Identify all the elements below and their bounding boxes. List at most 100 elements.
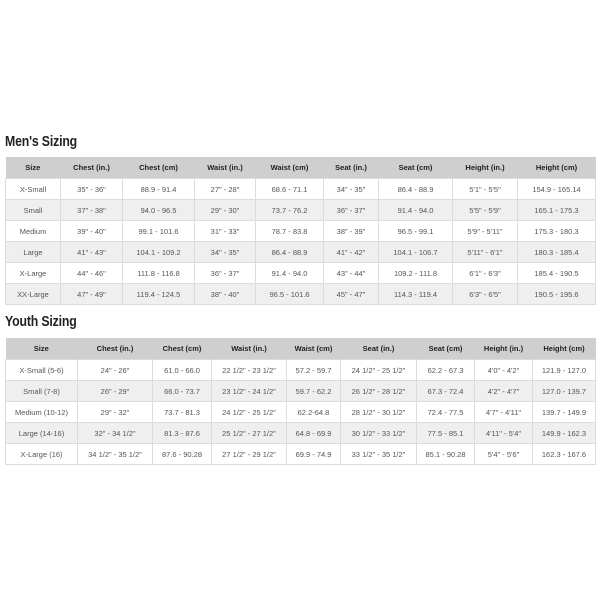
table-cell: 66.0 - 73.7	[152, 380, 212, 402]
column-header: Height (cm)	[517, 157, 596, 179]
table-row: Large (14-16) 32" - 34 1/2" 81.3 - 87.6 25 …	[5, 422, 596, 444]
table-cell: 73.7 - 76.2	[255, 199, 324, 221]
column-header: Waist (cm)	[255, 157, 324, 179]
table-row: Large 41" - 43" 104.1 - 109.2 34" - 35" 86.4…	[5, 241, 596, 263]
table-cell: 121.9 - 127.0	[532, 359, 596, 381]
table-row: Medium (10-12) 29" - 32" 73.7 - 81.3 24 1/2…	[5, 401, 596, 423]
table-cell: 104.1 - 109.2	[122, 241, 195, 263]
table-cell: 36" - 37"	[194, 262, 256, 284]
table-cell: 4'0" - 4'2"	[474, 359, 533, 381]
table-cell: 88.9 - 91.4	[122, 178, 195, 200]
column-header: Size	[5, 157, 61, 179]
column-header: Height (in.)	[474, 338, 533, 360]
header-row: Size Chest (in.) Chest (cm) Waist (in.) Wais…	[5, 157, 596, 179]
column-header: Chest (cm)	[152, 338, 212, 360]
table-row: X-Large 44" - 46" 111.8 - 116.8 36" - 37" 91…	[5, 262, 596, 284]
table-cell: Small	[5, 199, 61, 221]
table-cell: 86.4 - 88.9	[255, 241, 324, 263]
table-cell: 94.0 - 96.5	[122, 199, 195, 221]
table-cell: X-Small	[5, 178, 61, 200]
table-cell: 37" - 38"	[60, 199, 123, 221]
table-cell: 73.7 - 81.3	[152, 401, 212, 423]
table-cell: 149.9 - 162.3	[532, 422, 596, 444]
table-cell: 72.4 - 77.5	[416, 401, 475, 423]
table-cell: 24 1/2" - 25 1/2"	[211, 401, 287, 423]
table-cell: 44" - 46"	[60, 262, 123, 284]
column-header: Waist (in.)	[194, 157, 256, 179]
table-cell: 111.8 - 116.8	[122, 262, 195, 284]
table-cell: 33 1/2" - 35 1/2"	[340, 443, 417, 465]
table-cell: Medium	[5, 220, 61, 242]
table-cell: 47" - 49"	[60, 283, 123, 305]
table-cell: 24 1/2" - 25 1/2"	[340, 359, 417, 381]
table-cell: 78.7 - 83.8	[255, 220, 324, 242]
table-cell: Large	[5, 241, 61, 263]
table-cell: 96.5 - 99.1	[378, 220, 453, 242]
table-cell: 57.2 - 59.7	[286, 359, 341, 381]
table-cell: 32" - 34 1/2"	[77, 422, 153, 444]
table-cell: 38" - 39"	[323, 220, 379, 242]
table-cell: 28 1/2" - 30 1/2"	[340, 401, 417, 423]
table-cell: 41" - 43"	[60, 241, 123, 263]
table-cell: 99.1 - 101.6	[122, 220, 195, 242]
table-cell: 114.3 - 119.4	[378, 283, 453, 305]
table-cell: 6'3" - 6'5"	[452, 283, 518, 305]
table-cell: 190.5 - 195.6	[517, 283, 596, 305]
table-cell: X-Large	[5, 262, 61, 284]
table-row: X-Small (5-6) 24" - 26" 61.0 - 66.0 22 1/2"…	[5, 359, 596, 381]
table-cell: 30 1/2" - 33 1/2"	[340, 422, 417, 444]
column-header: Waist (in.)	[211, 338, 287, 360]
column-header: Seat (in.)	[323, 157, 379, 179]
table-cell: X-Small (5-6)	[5, 359, 78, 381]
table-cell: Large (14-16)	[5, 422, 78, 444]
table-cell: 67.3 - 72.4	[416, 380, 475, 402]
table-cell: 4'2" - 4'7"	[474, 380, 533, 402]
table-row: Medium 39" - 40" 99.1 - 101.6 31" - 33" 78.7…	[5, 220, 596, 242]
table-cell: 69.9 - 74.9	[286, 443, 341, 465]
table-cell: 5'4" - 5'6"	[474, 443, 533, 465]
table-cell: 91.4 - 94.0	[255, 262, 324, 284]
table-row: X-Large (16) 34 1/2" - 35 1/2" 87.6 - 90.2…	[5, 443, 596, 465]
table-cell: XX-Large	[5, 283, 61, 305]
table-cell: 5'11" - 6'1"	[452, 241, 518, 263]
table-cell: 165.1 - 175.3	[517, 199, 596, 221]
table-cell: 175.3 - 180.3	[517, 220, 596, 242]
table-cell: 26" - 29"	[77, 380, 153, 402]
table-cell: 38" - 40"	[194, 283, 256, 305]
table-cell: 162.3 - 167.6	[532, 443, 596, 465]
column-header: Seat (cm)	[416, 338, 475, 360]
column-header: Seat (in.)	[340, 338, 417, 360]
table-cell: 180.3 - 185.4	[517, 241, 596, 263]
table-cell: 77.5 - 85.1	[416, 422, 475, 444]
header-row: Size Chest (in.) Chest (cm) Waist (in.) Wais…	[5, 338, 596, 360]
table-cell: 64.8 - 69.9	[286, 422, 341, 444]
table-cell: 86.4 - 88.9	[378, 178, 453, 200]
table-cell: 34" - 35"	[323, 178, 379, 200]
table-cell: 154.9 - 165.14	[517, 178, 596, 200]
table-cell: 27 1/2" - 29 1/2"	[211, 443, 287, 465]
table-cell: 185.4 - 190.5	[517, 262, 596, 284]
table-row: XX-Large 47" - 49" 119.4 - 124.5 38" - 40" 9…	[5, 283, 596, 305]
table-cell: 22 1/2" - 23 1/2"	[211, 359, 287, 381]
table-cell: X-Large (16)	[5, 443, 78, 465]
column-header: Chest (in.)	[60, 157, 123, 179]
table-cell: 34" - 35"	[194, 241, 256, 263]
table-cell: 4'11" - 5'4"	[474, 422, 533, 444]
table-cell: 34 1/2" - 35 1/2"	[77, 443, 153, 465]
table-cell: 119.4 - 124.5	[122, 283, 195, 305]
table-cell: 4'7" - 4'11"	[474, 401, 533, 423]
column-header: Chest (in.)	[77, 338, 153, 360]
table-row: Small (7-8) 26" - 29" 66.0 - 73.7 23 1/2" -…	[5, 380, 596, 402]
table-cell: 31" - 33"	[194, 220, 256, 242]
column-header: Height (cm)	[532, 338, 596, 360]
table-cell: 45" - 47"	[323, 283, 379, 305]
table-cell: 68.6 - 71.1	[255, 178, 324, 200]
table-cell: 87.6 - 90.28	[152, 443, 212, 465]
table-cell: 62.2-64.8	[286, 401, 341, 423]
mens-sizing-table: Size Chest (in.) Chest (cm) Waist (in.) Wais…	[5, 157, 596, 305]
table-cell: 23 1/2" - 24 1/2"	[211, 380, 287, 402]
table-cell: Small (7-8)	[5, 380, 78, 402]
table-row: Small 37" - 38" 94.0 - 96.5 29" - 30" 73.7 -…	[5, 199, 596, 221]
table-cell: 91.4 - 94.0	[378, 199, 453, 221]
table-cell: 5'1" - 5'5"	[452, 178, 518, 200]
